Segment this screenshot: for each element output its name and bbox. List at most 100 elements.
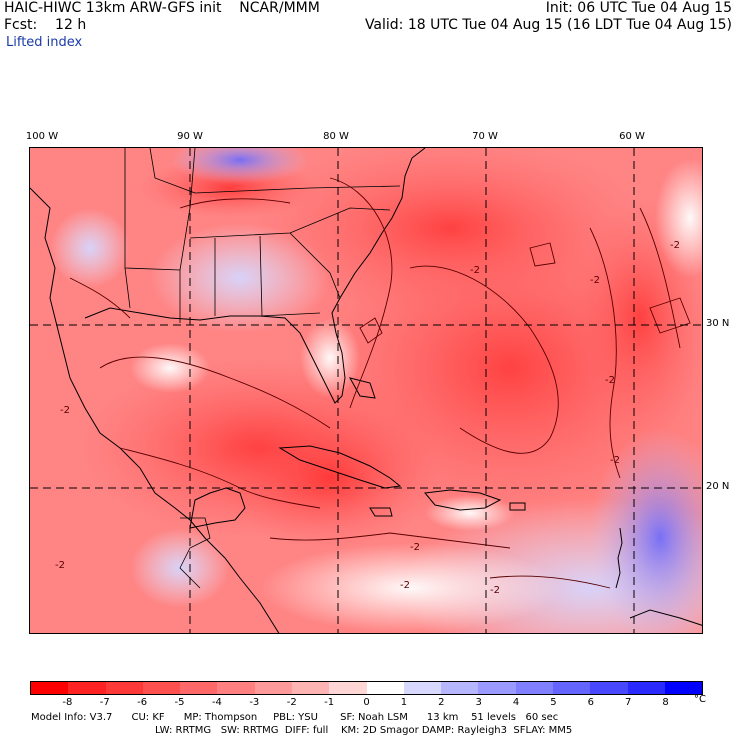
lat-lon-grid — [30, 148, 702, 633]
lat-label: 30 N — [706, 318, 730, 329]
contour-label: -2 — [670, 240, 680, 251]
color-scale-tick: -2 — [286, 697, 297, 708]
neutral-gulf-spot — [130, 343, 210, 393]
neutral-northeast — [655, 158, 702, 278]
stable-texas — [50, 208, 130, 288]
color-swatch — [105, 682, 143, 694]
contour-line — [639, 207, 681, 349]
contour-label: -2 — [400, 580, 410, 591]
state-borders — [124, 148, 401, 589]
contour-line — [529, 242, 556, 267]
model-info-line-2: LW: RRTMG SW: RRTMG DIFF: full KM: 2D Sm… — [155, 725, 573, 736]
color-scale-tick: -7 — [99, 697, 110, 708]
color-swatch — [552, 682, 591, 694]
contour-label: -2 — [55, 560, 65, 571]
lifted-index-map: -2 -2 -2 -2 -2 -2 -2 -2 -2 -2 — [30, 148, 702, 633]
color-swatch — [329, 682, 367, 694]
init-time: Init: 06 UTC Tue 04 Aug 15 — [545, 0, 732, 16]
lon-label: 60 W — [619, 131, 645, 142]
color-scale-tick: 1 — [400, 697, 408, 708]
lesser-antilles — [615, 527, 623, 589]
color-swatch — [254, 682, 292, 694]
contour-label: -2 — [605, 375, 615, 386]
lon-label: 90 W — [177, 131, 203, 142]
color-scale-tick: 6 — [587, 697, 595, 708]
map-panel: -2 -2 -2 -2 -2 -2 -2 -2 -2 -2 — [29, 147, 703, 634]
model-info-line-1: Model Info: V3.7 CU: KF MP: Thompson PBL… — [31, 712, 559, 723]
color-swatch — [142, 682, 181, 694]
valid-time: Valid: 18 UTC Tue 04 Aug 15 (16 LDT Tue … — [364, 17, 732, 33]
color-swatch — [68, 682, 106, 694]
neutral-hispaniola — [425, 495, 515, 531]
contour-line — [359, 317, 383, 344]
jamaica-outline — [369, 507, 393, 517]
forecast-hour: Fcst: 12 h — [4, 17, 87, 33]
color-scale-tick: 7 — [625, 697, 632, 708]
color-swatch — [291, 682, 330, 694]
neutral-south — [260, 543, 560, 633]
state-border — [194, 185, 401, 194]
color-scale-tick: -1 — [324, 697, 335, 708]
cuba-outline — [278, 445, 402, 489]
contour-line — [99, 356, 331, 429]
color-swatch — [180, 682, 218, 694]
color-swatch — [366, 682, 404, 694]
contour-label: -2 — [490, 585, 500, 596]
puerto-rico-outline — [509, 502, 526, 511]
state-border — [149, 148, 196, 194]
color-scale-unit: °C — [694, 694, 706, 705]
contour-line — [489, 575, 611, 589]
contour-line — [329, 177, 393, 409]
contour-line — [589, 227, 621, 479]
color-swatch — [441, 682, 479, 694]
caribbean-instability — [220, 408, 440, 548]
contour-label: -2 — [470, 265, 480, 276]
color-scale-tick: -6 — [137, 697, 148, 708]
us-gulf-atlantic-coast — [84, 148, 426, 404]
state-border — [289, 232, 341, 299]
hispaniola-outline — [424, 489, 502, 511]
state-border — [189, 207, 391, 239]
color-scale-tick: -8 — [62, 697, 73, 708]
state-border — [259, 312, 321, 317]
state-border — [259, 235, 263, 317]
contour-line — [269, 532, 511, 549]
color-scale-tick: -4 — [211, 697, 222, 708]
neutral-florida — [300, 318, 360, 398]
color-swatch — [664, 682, 703, 694]
contour-labels: -2 -2 -2 -2 -2 -2 -2 -2 -2 -2 — [55, 240, 680, 596]
color-scale-tick: -3 — [249, 697, 260, 708]
color-scale-tick: 8 — [662, 697, 669, 708]
contour-line — [69, 277, 131, 319]
contour-line — [409, 265, 559, 454]
color-scale-tick: 4 — [512, 697, 520, 708]
lat-label: 20 N — [706, 481, 730, 492]
color-scale-tick: -5 — [174, 697, 185, 708]
offshore-instability — [250, 148, 650, 318]
field-name: Lifted index — [6, 35, 83, 50]
color-swatch — [590, 682, 628, 694]
color-swatch — [478, 682, 516, 694]
lon-label: 70 W — [472, 131, 498, 142]
stable-north — [170, 148, 310, 184]
color-scale-bar — [30, 681, 703, 695]
lon-label: 80 W — [323, 131, 349, 142]
lon-label: 100 W — [25, 131, 59, 142]
color-swatch — [217, 682, 255, 694]
color-scale-tick: 2 — [438, 697, 445, 708]
contour-label: -2 — [60, 405, 70, 416]
yucatan-outline — [189, 487, 246, 529]
contour-label: -2 — [590, 275, 600, 286]
contour-label: -2 — [410, 542, 420, 553]
color-swatch — [515, 682, 553, 694]
contour-label: -2 — [610, 455, 620, 466]
south-america-coast — [629, 609, 702, 626]
color-swatch — [31, 682, 69, 694]
stable-southeast-us — [150, 223, 330, 333]
color-scale-tick: 5 — [550, 697, 557, 708]
color-swatch — [403, 682, 442, 694]
chart-title: HAIC-HIWC 13km ARW-GFS init NCAR/MMM — [4, 0, 320, 16]
color-scale-tick: 3 — [475, 697, 482, 708]
central-america-border — [179, 517, 211, 589]
color-scale-tick: 0 — [363, 697, 370, 708]
